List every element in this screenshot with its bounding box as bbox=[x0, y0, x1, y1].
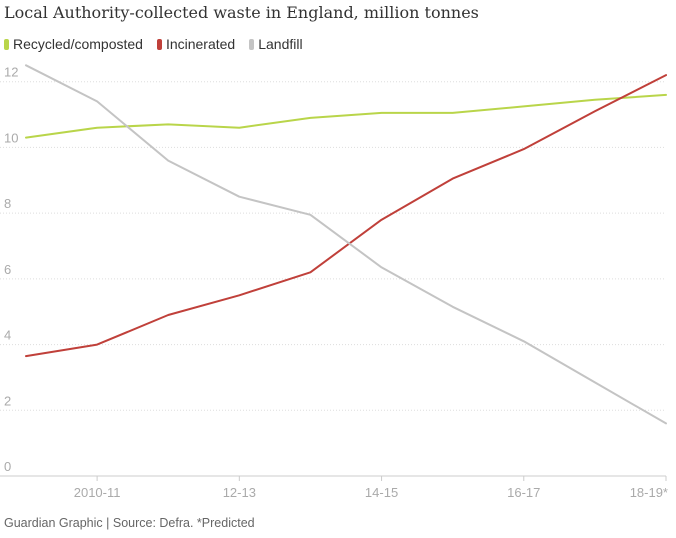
y-tick-label-2: 2 bbox=[4, 393, 11, 408]
legend-swatch-landfill bbox=[249, 38, 255, 50]
x-tick-label-14-15: 14-15 bbox=[365, 485, 398, 500]
legend: Recycled/composted Incinerated Landfill bbox=[4, 36, 303, 52]
legend-swatch-incinerated bbox=[156, 38, 162, 50]
x-tick-label-18-19*: 18-19* bbox=[630, 485, 668, 500]
x-tick-label-2010-11: 2010-11 bbox=[74, 485, 121, 500]
y-tick-label-0: 0 bbox=[4, 459, 11, 474]
chart-title: Local Authority-collected waste in Engla… bbox=[4, 3, 479, 22]
series-line-landfill bbox=[25, 64, 667, 425]
legend-swatch-recycled bbox=[4, 38, 9, 50]
x-tick-label-12-13: 12-13 bbox=[223, 485, 256, 500]
legend-item-recycled: Recycled/composted bbox=[4, 36, 143, 52]
legend-label-incinerated: Incinerated bbox=[165, 36, 236, 52]
x-tick-label-16-17: 16-17 bbox=[507, 485, 540, 500]
y-tick-label-6: 6 bbox=[4, 262, 11, 277]
source-footer: Guardian Graphic | Source: Defra. *Predi… bbox=[4, 516, 255, 530]
legend-item-landfill: Landfill bbox=[249, 36, 303, 52]
y-tick-label-4: 4 bbox=[4, 328, 11, 343]
legend-item-incinerated: Incinerated bbox=[156, 36, 236, 52]
series-line-recycled-composted bbox=[25, 93, 667, 139]
legend-label-landfill: Landfill bbox=[258, 36, 303, 52]
y-tick-label-8: 8 bbox=[4, 196, 11, 211]
y-tick-label-12: 12 bbox=[4, 65, 18, 80]
legend-label-recycled: Recycled/composted bbox=[13, 36, 143, 52]
series-line-incinerated bbox=[25, 74, 667, 358]
y-tick-label-10: 10 bbox=[4, 130, 18, 145]
